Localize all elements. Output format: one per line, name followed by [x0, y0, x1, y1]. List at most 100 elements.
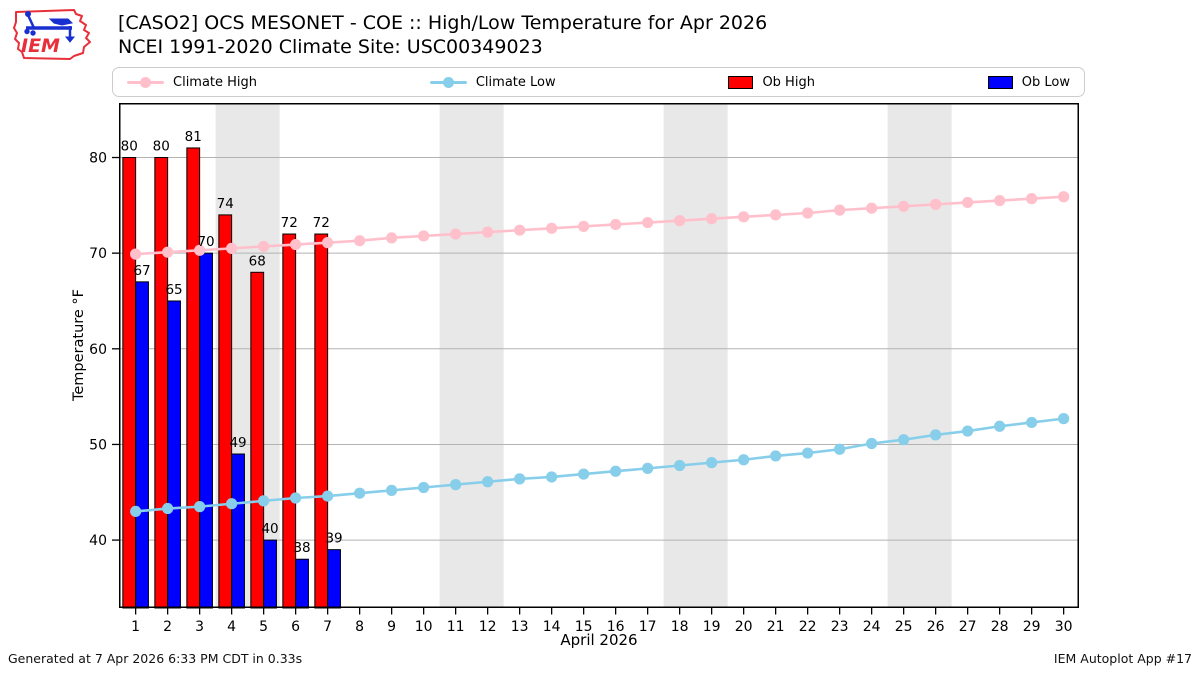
climate-high-marker — [674, 215, 686, 227]
climate-high-marker — [418, 230, 430, 242]
ob-low-value-label: 65 — [165, 282, 182, 298]
x-tick-label: 9 — [387, 619, 396, 635]
climate-low-marker — [706, 457, 718, 469]
climate-low-marker — [962, 425, 974, 437]
y-tick-label: 50 — [89, 437, 107, 453]
climate-low-marker — [642, 462, 654, 474]
climate-low-marker — [514, 473, 526, 485]
climate-high-marker — [834, 204, 846, 216]
ob-low-bar — [135, 281, 149, 609]
x-tick-label: 7 — [323, 619, 332, 635]
x-tick-label: 27 — [959, 619, 977, 635]
climate-high-marker — [386, 232, 398, 244]
climate-low-marker — [738, 454, 750, 466]
ob-high-value-label: 72 — [281, 215, 298, 231]
x-tick-label: 3 — [195, 619, 204, 635]
ob-high-bar — [122, 157, 137, 609]
climate-high-marker — [770, 209, 782, 221]
climate-low-marker — [1058, 413, 1070, 425]
climate-high-marker — [802, 207, 814, 219]
page-title: [CASO2] OCS MESONET - COE :: High/Low Te… — [118, 12, 768, 34]
x-tick-label: 4 — [227, 619, 236, 635]
climate-high-marker — [322, 237, 334, 249]
climate-high-marker — [610, 218, 622, 231]
plot-border — [119, 103, 1079, 608]
climate-low-marker — [418, 481, 430, 494]
x-tick-label: 24 — [863, 619, 881, 635]
ob-high-bar — [154, 157, 169, 609]
ob-low-value-label: 40 — [261, 521, 278, 537]
ob-low-bar — [199, 252, 213, 609]
autoplot-app-credit: IEM Autoplot App #17 — [1053, 651, 1192, 666]
climate-high-marker — [994, 194, 1006, 207]
climate-high-marker — [130, 248, 142, 260]
climate-low-marker — [674, 459, 686, 472]
climate-low-marker — [610, 465, 622, 477]
legend-label: Ob High — [762, 74, 815, 90]
x-tick-label: 21 — [767, 619, 785, 635]
ob-high-value-label: 80 — [153, 139, 170, 155]
climate-high-marker — [962, 196, 974, 209]
climate-high-marker — [1026, 193, 1038, 205]
climate-high-marker — [706, 213, 718, 225]
ob-high-bar — [218, 214, 233, 609]
climate-low-swatch-icon — [429, 76, 467, 88]
climate-high-marker — [514, 224, 526, 236]
ob-high-value-label: 72 — [313, 215, 330, 231]
climate-low-marker — [130, 505, 142, 517]
plot-area: 80 80 81 74 68 72 72 67 65 70 49 40 38 39 40 50 60 70 80 1 2… — [89, 103, 1079, 635]
climate-low-marker — [354, 487, 366, 499]
x-tick-label: 15 — [575, 619, 593, 635]
x-tick-label: 13 — [511, 619, 529, 635]
y-tick-label: 60 — [89, 342, 107, 358]
ob-low-value-label: 70 — [197, 234, 214, 250]
legend-item-ob-low: Ob Low — [987, 75, 1070, 90]
legend-item-ob-high: Ob High — [728, 75, 815, 90]
x-axis-label: April 2026 — [560, 631, 638, 649]
x-tick-label: 1 — [131, 619, 140, 635]
ob-low-bar — [231, 453, 245, 609]
climate-high-marker — [738, 211, 750, 223]
logo-iem-text: IEM — [21, 35, 60, 57]
generated-timestamp: Generated at 7 Apr 2026 6:33 PM CDT in 0… — [8, 651, 303, 666]
x-tick-label: 11 — [447, 619, 465, 635]
x-tick-label: 17 — [639, 619, 657, 635]
climate-low-marker — [546, 471, 558, 483]
ob-low-value-label: 49 — [229, 435, 246, 451]
ob-low-value-label: 38 — [293, 540, 310, 556]
ob-low-bar — [295, 558, 309, 609]
y-tick-label: 70 — [89, 246, 107, 262]
climate-low-marker — [386, 484, 398, 496]
ob-low-value-label: 67 — [133, 263, 150, 279]
x-tick-label: 22 — [799, 619, 817, 635]
climate-high-marker — [354, 235, 366, 247]
climate-high-marker — [482, 226, 494, 238]
x-tick-label: 2 — [163, 619, 172, 635]
x-tick-label: 30 — [1055, 619, 1073, 635]
ob-high-value-label: 68 — [249, 253, 266, 269]
climate-low-marker — [802, 447, 814, 459]
legend-item-climate-high: Climate High — [127, 75, 257, 90]
ob-high-bar — [250, 271, 265, 609]
x-tick-label: 10 — [415, 619, 433, 635]
weekend-band — [439, 103, 504, 608]
ob-low-bar — [263, 539, 277, 609]
climate-low-marker — [226, 498, 238, 510]
climate-low-marker — [898, 434, 910, 446]
x-tick-label: 5 — [259, 619, 268, 635]
ob-high-value-label: 80 — [121, 139, 138, 155]
title-block: [CASO2] OCS MESONET - COE :: High/Low Te… — [118, 11, 767, 59]
legend-label: Climate Low — [475, 74, 556, 90]
x-tick-label: 14 — [543, 619, 561, 635]
climate-high-marker — [866, 202, 878, 214]
climate-low-marker — [770, 450, 782, 462]
climate-high-marker — [258, 240, 270, 253]
x-tick-label: 20 — [735, 619, 753, 635]
y-axis-label: Temperature °F — [71, 288, 87, 402]
x-tick-label: 16 — [607, 619, 625, 635]
x-tick-label: 25 — [895, 619, 913, 635]
legend-item-climate-low: Climate Low — [429, 74, 556, 90]
x-tick-label: 23 — [831, 619, 849, 635]
climate-low-marker — [258, 495, 270, 507]
